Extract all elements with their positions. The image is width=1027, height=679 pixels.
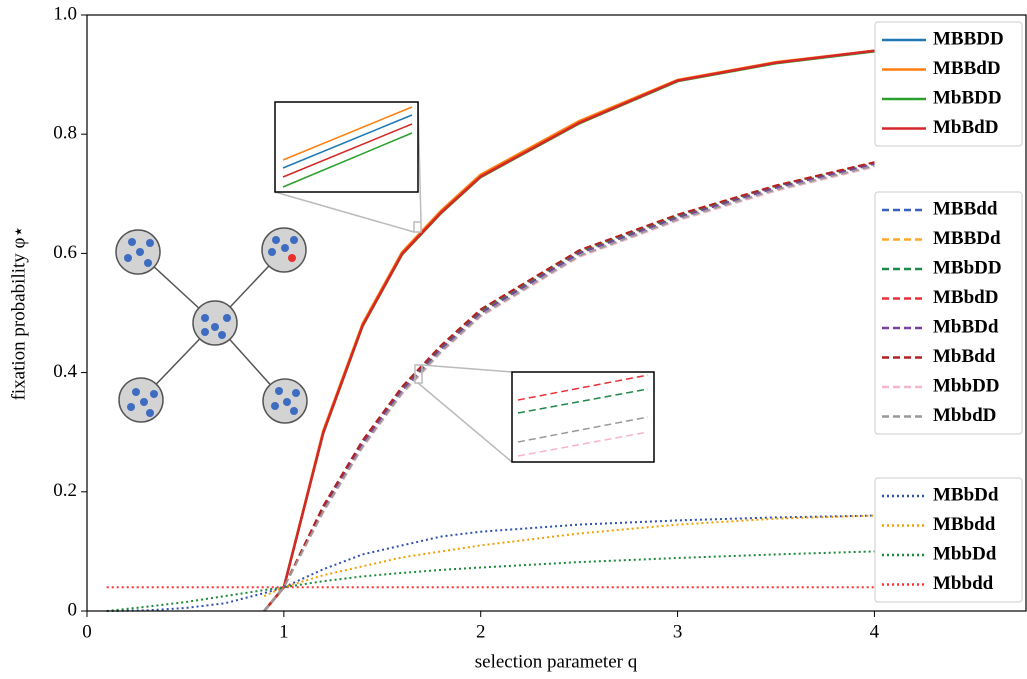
legend-label: MbBDd bbox=[933, 316, 999, 337]
legend-label: MBBDD bbox=[933, 28, 1004, 49]
y-tick-label: 0.4 bbox=[53, 361, 77, 382]
series-line bbox=[263, 49, 875, 612]
legend-label: MBBdd bbox=[933, 198, 998, 219]
legend-label: MBbdD bbox=[933, 287, 998, 308]
legend-label: MBBdD bbox=[933, 58, 1001, 79]
series-line bbox=[263, 161, 875, 612]
zoom-insets bbox=[274, 101, 655, 463]
x-tick-label: 0 bbox=[82, 621, 92, 642]
y-tick-label: 0 bbox=[68, 599, 78, 620]
plot-frame bbox=[86, 14, 1027, 612]
legend: MBBDD MBBdD MbBDD MbBdD bbox=[874, 21, 1023, 147]
series-line bbox=[263, 514, 875, 598]
legend-label: MbBdD bbox=[933, 117, 998, 138]
legend-label: MbbDD bbox=[933, 375, 1000, 396]
x-tick-label: 2 bbox=[476, 621, 486, 642]
y-tick-label: 0.8 bbox=[53, 123, 77, 144]
legend-box bbox=[874, 477, 1023, 603]
network-diagram bbox=[115, 227, 308, 424]
y-tick-label: 0.6 bbox=[53, 242, 77, 263]
legend-label: MbbDd bbox=[933, 543, 997, 564]
legend-label: MbbdD bbox=[933, 405, 996, 426]
y-tick-label: 0.2 bbox=[53, 480, 77, 501]
x-axis-label: selection parameter q bbox=[475, 651, 638, 672]
legend-label: MBbDd bbox=[933, 484, 999, 505]
y-axis-label: fixation probability φ⋆ bbox=[8, 226, 29, 401]
x-tick-label: 1 bbox=[279, 621, 289, 642]
legend-label: MBBDd bbox=[933, 228, 1001, 249]
y-tick-label: 1.0 bbox=[53, 3, 77, 24]
x-tick-label: 3 bbox=[673, 621, 683, 642]
x-tick-label: 4 bbox=[870, 621, 880, 642]
legend: MBBdd MBBDd MBbDD MBbdD MbBDd MbBdd MbbDD MbbdD bbox=[874, 191, 1023, 435]
legend-box bbox=[874, 191, 1023, 435]
plot-lines bbox=[106, 49, 875, 612]
legend-label: Mbbdd bbox=[933, 573, 994, 594]
legend-label: MBbDD bbox=[933, 257, 1002, 278]
legend-label: MbBDD bbox=[933, 87, 1002, 108]
legend-box bbox=[874, 21, 1023, 147]
series-line bbox=[263, 166, 875, 612]
legend-label: MbBdd bbox=[933, 346, 996, 367]
legend-label: MBbdd bbox=[933, 514, 996, 535]
series-line bbox=[106, 550, 875, 612]
legend: MBbDd MBbdd MbbDd Mbbdd bbox=[874, 477, 1023, 603]
series-line bbox=[106, 514, 875, 612]
